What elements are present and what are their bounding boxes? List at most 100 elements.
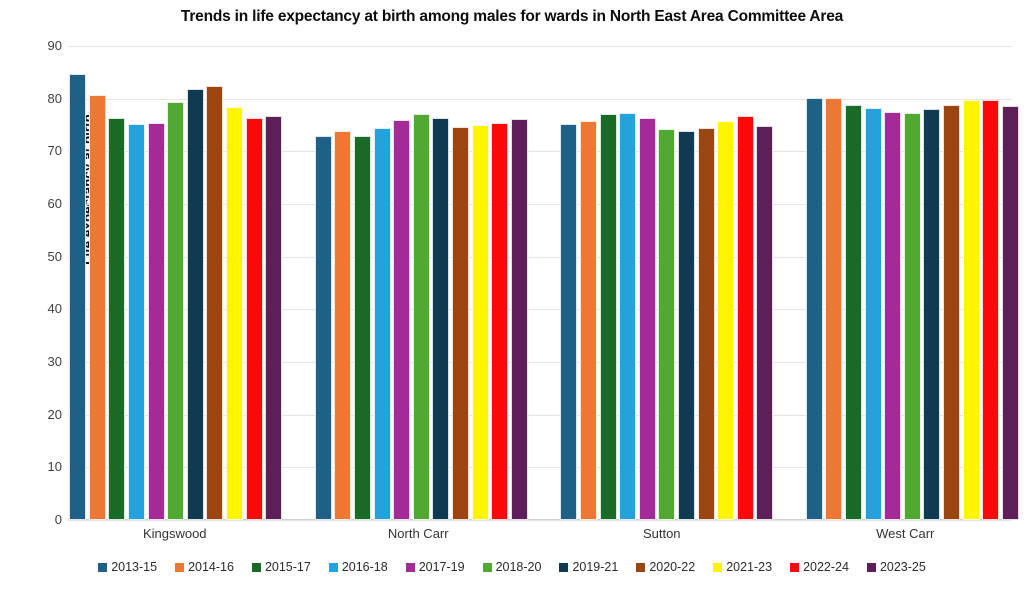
bar-slot (166, 46, 186, 520)
bar[interactable] (412, 114, 430, 520)
bar[interactable] (108, 117, 126, 520)
legend-item[interactable]: 2016-18 (328, 560, 388, 574)
legend-swatch-icon (636, 562, 646, 572)
legend-item[interactable]: 2013-15 (98, 560, 157, 574)
gridline (68, 414, 1012, 416)
bar[interactable] (265, 116, 283, 520)
bar-slot (657, 46, 677, 520)
bar[interactable] (128, 123, 146, 520)
bar-slot (509, 46, 529, 520)
bar-slot (470, 46, 490, 520)
y-axis-tick-label: 60 (47, 196, 62, 211)
y-axis-tick-label: 10 (47, 459, 62, 475)
bar[interactable] (560, 123, 578, 520)
legend-swatch-icon (98, 562, 108, 572)
bar[interactable] (314, 136, 332, 520)
bar-slot (961, 46, 981, 520)
bar[interactable] (579, 121, 597, 520)
bar[interactable] (756, 125, 774, 520)
gridline (68, 309, 1012, 311)
legend-label: 2017-19 (418, 560, 465, 574)
bar[interactable] (599, 114, 617, 520)
bar[interactable] (226, 107, 244, 520)
x-axis-line (68, 519, 1012, 520)
bar-slot (146, 46, 166, 520)
bar-slot (598, 46, 618, 520)
bar[interactable] (432, 117, 450, 520)
bar-slot (618, 46, 638, 520)
x-label-spacer (769, 523, 799, 547)
y-axis-tick-label: 50 (47, 248, 62, 264)
legend-item[interactable]: 2015-17 (251, 560, 311, 574)
bar[interactable] (962, 99, 980, 520)
legend-label: 2013-15 (111, 560, 158, 574)
legend-item[interactable]: 2014-16 (175, 560, 234, 574)
bar-slot (755, 46, 775, 520)
gridline (68, 256, 1012, 258)
bar[interactable] (658, 128, 676, 520)
bar-slot (431, 46, 451, 520)
bar[interactable] (451, 126, 469, 520)
bar[interactable] (373, 128, 391, 520)
bar-slot (579, 46, 599, 520)
bar[interactable] (903, 113, 921, 520)
legend-item[interactable]: 2017-19 (405, 560, 465, 574)
bar-groups (68, 46, 1019, 520)
bar[interactable] (69, 73, 87, 520)
legend-item[interactable]: 2021-23 (713, 560, 772, 574)
bar[interactable] (845, 105, 863, 520)
bar-group (805, 46, 1021, 520)
bar[interactable] (677, 130, 695, 520)
bar[interactable] (943, 105, 961, 520)
legend-swatch-icon (559, 562, 569, 572)
y-axis-tick-label: 40 (47, 301, 62, 317)
bar[interactable] (206, 85, 224, 520)
bar[interactable] (354, 135, 372, 520)
bar[interactable] (736, 116, 754, 520)
bar[interactable] (825, 98, 843, 520)
bar[interactable] (147, 122, 165, 520)
bar[interactable] (884, 112, 902, 520)
bar[interactable] (510, 118, 528, 520)
bar[interactable] (334, 130, 352, 520)
legend-item[interactable]: 2019-21 (559, 560, 618, 574)
legend-item[interactable]: 2022-24 (790, 560, 849, 574)
gridline (68, 520, 1012, 521)
legend-item[interactable]: 2018-20 (482, 560, 541, 574)
bar-slot (451, 46, 471, 520)
bar-slot (696, 46, 716, 520)
bar[interactable] (638, 118, 656, 520)
bar-slot (863, 46, 883, 520)
bar[interactable] (864, 108, 882, 520)
legend-item[interactable]: 2023-25 (866, 560, 926, 574)
bar-group (559, 46, 775, 520)
bar[interactable] (393, 119, 411, 520)
y-axis-tick-label: 80 (47, 90, 62, 106)
bar-slot (225, 46, 245, 520)
legend-label: 2014-16 (188, 560, 234, 574)
legend-label: 2022-24 (803, 560, 849, 574)
bar[interactable] (619, 113, 637, 520)
bar[interactable] (167, 102, 185, 520)
bar[interactable] (88, 94, 106, 520)
y-axis-tick-label: 70 (47, 143, 62, 159)
bar[interactable] (717, 121, 735, 520)
bar[interactable] (923, 109, 941, 520)
legend-label: 2023-25 (879, 560, 926, 574)
legend-item[interactable]: 2020-22 (636, 560, 695, 574)
bar[interactable] (245, 118, 263, 520)
bar[interactable] (186, 89, 204, 520)
gridline (68, 362, 1012, 363)
bar[interactable] (471, 125, 489, 520)
bar-group (314, 46, 530, 520)
y-axis-tick-labels: 0 10 20 30 40 50 60 70 80 90 (16, 38, 74, 527)
bar[interactable] (697, 127, 715, 520)
bar[interactable] (491, 123, 509, 520)
bar[interactable] (805, 97, 823, 520)
bar[interactable] (982, 100, 1000, 520)
bar-slot (353, 46, 373, 520)
legend-swatch-icon (713, 562, 723, 572)
bar[interactable] (1001, 105, 1019, 520)
legend-swatch-icon (482, 562, 492, 572)
